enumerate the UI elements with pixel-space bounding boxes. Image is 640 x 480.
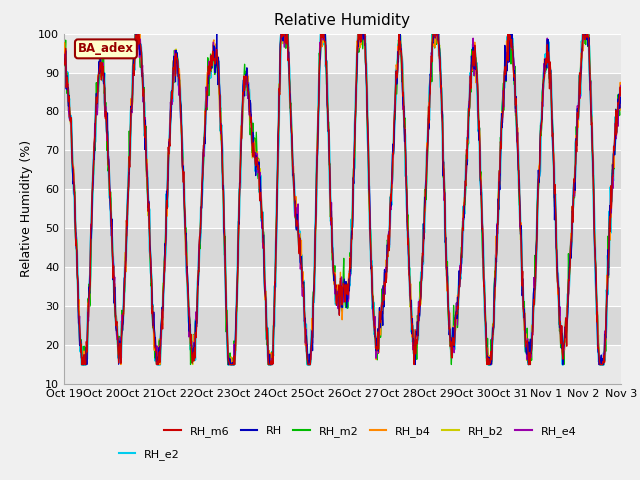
Title: Relative Humidity: Relative Humidity [275,13,410,28]
Legend: RH_e2: RH_e2 [114,444,184,464]
Bar [64,72,621,111]
Y-axis label: Relative Humidity (%): Relative Humidity (%) [20,140,33,277]
Bar [64,306,621,345]
Bar [64,150,621,189]
Text: BA_adex: BA_adex [78,42,134,55]
Bar [64,228,621,267]
